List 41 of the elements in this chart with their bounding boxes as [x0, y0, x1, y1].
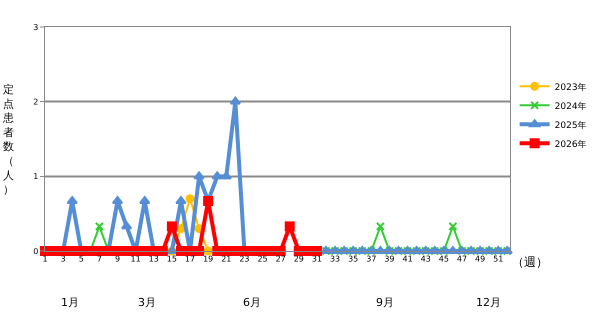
- x-tick-label: 49: [474, 254, 486, 264]
- x-tick-label: 31: [312, 254, 322, 264]
- x-tick-label: 15: [166, 254, 177, 264]
- legend-label: 2025年: [554, 120, 587, 131]
- x-axis-title: （週）: [512, 255, 548, 269]
- text: 9月: [376, 296, 394, 309]
- text: 12月: [476, 296, 501, 309]
- text: 1月: [61, 296, 79, 309]
- x-tick-label: 37: [366, 254, 376, 264]
- x-tick-label: 17: [184, 254, 196, 264]
- legend-label: 2026年: [554, 138, 587, 150]
- x-tick-label: 35: [348, 254, 358, 264]
- x-tick-label: 29: [294, 254, 304, 264]
- legend-label: 2024年: [554, 100, 587, 112]
- x-tick-label: 39: [384, 254, 395, 264]
- y-tick-label: 3: [33, 22, 38, 32]
- x-tick-label: 33: [330, 254, 340, 264]
- text: 6月: [243, 296, 261, 309]
- y-tick-label: 1: [33, 172, 38, 182]
- x-tick-label: 5: [78, 254, 84, 264]
- x-tick-label: 13: [148, 254, 159, 264]
- x-tick-label: 19: [203, 254, 214, 264]
- x-tick-label: 21: [221, 254, 232, 264]
- x-tick-label: 47: [456, 254, 468, 264]
- y-tick-label: 2: [33, 97, 38, 106]
- x-tick-label: 9: [114, 254, 120, 264]
- y-tick-label: 0: [33, 246, 38, 256]
- x-tick-label: 45: [438, 254, 449, 264]
- x-tick-label: 27: [276, 254, 286, 264]
- x-tick-label: 3: [60, 254, 66, 264]
- x-tick-label: 11: [130, 254, 141, 264]
- y-axis-title: 定点患者数（人）: [2, 83, 14, 196]
- x-tick-label: 23: [239, 254, 250, 264]
- x-tick-label: 41: [402, 254, 413, 264]
- x-tick-label: 43: [420, 254, 431, 264]
- x-tick-label: 25: [257, 254, 268, 264]
- x-tick-label: 1: [42, 254, 48, 264]
- text: 3月: [138, 296, 156, 309]
- x-tick-label: 7: [96, 254, 102, 264]
- legend-label: 2023年: [554, 82, 587, 93]
- x-tick-label: 51: [493, 254, 504, 264]
